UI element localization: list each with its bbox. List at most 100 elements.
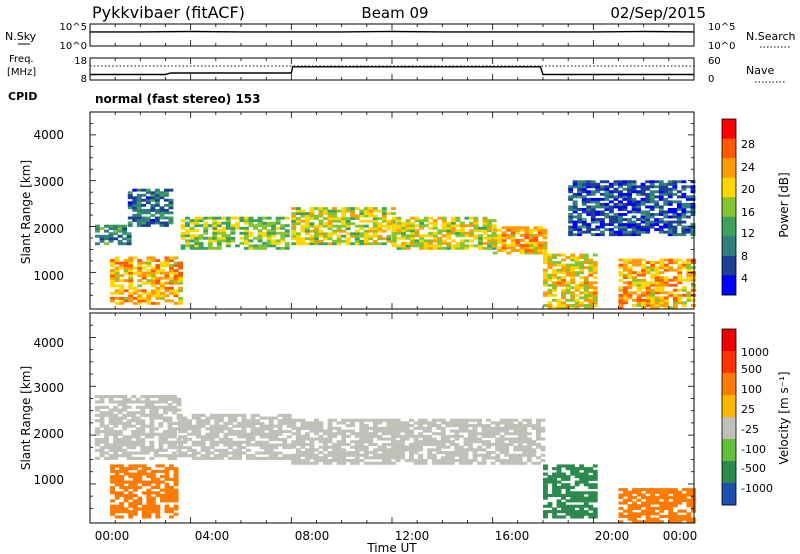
velocity-cell <box>277 424 283 428</box>
power-cell <box>622 218 628 221</box>
velocity-cell <box>504 442 510 446</box>
power-cell <box>654 200 660 204</box>
power-cell <box>640 190 646 194</box>
velocity-cell <box>381 418 387 422</box>
power-cell <box>154 216 160 220</box>
velocity-cell <box>579 510 585 514</box>
velocity-cell <box>386 424 392 428</box>
power-cell <box>497 249 503 252</box>
power-cell <box>574 288 580 292</box>
power-cell <box>640 225 646 229</box>
power-cell <box>570 278 576 282</box>
velocity-cell <box>99 411 105 415</box>
power-cell <box>542 228 548 232</box>
power-cell <box>271 221 277 225</box>
velocity-cell <box>413 437 419 441</box>
power-cell <box>608 195 614 199</box>
velocity-cell <box>128 515 134 519</box>
power-cell <box>524 243 530 247</box>
velocity-cell <box>141 512 147 516</box>
velocity-cell <box>282 430 288 434</box>
velocity-cell <box>108 446 114 450</box>
velocity-cell <box>686 504 692 508</box>
velocity-cell <box>583 496 589 500</box>
power-cell <box>561 271 566 275</box>
velocity-cell <box>95 405 100 409</box>
power-cell <box>137 301 143 305</box>
velocity-cell <box>273 456 279 460</box>
power-cell <box>464 231 470 235</box>
velocity-cell <box>117 432 123 436</box>
velocity-cell <box>108 411 114 415</box>
velocity-cell <box>468 434 473 438</box>
power-cell <box>552 306 557 310</box>
velocity-cell <box>164 504 170 508</box>
velocity-cell <box>108 419 114 423</box>
velocity-cell <box>636 490 642 494</box>
velocity-cell <box>286 443 292 447</box>
velocity-cell <box>645 509 651 513</box>
velocity-cell <box>155 480 161 484</box>
power-cell <box>478 239 483 243</box>
power-cell <box>510 243 516 247</box>
power-cell <box>146 271 152 275</box>
velocity-cell <box>377 434 383 438</box>
power-cell <box>323 237 328 241</box>
power-cell <box>423 234 429 238</box>
velocity-cell <box>163 405 168 409</box>
velocity-cell <box>381 448 387 452</box>
velocity-cell <box>113 448 119 452</box>
power-cell <box>419 234 425 238</box>
power-cell <box>150 294 156 298</box>
power-cell <box>150 206 156 210</box>
power-cell <box>363 207 369 210</box>
power-cell <box>359 232 365 236</box>
velocity-cell <box>153 408 159 412</box>
power-cell <box>501 236 507 240</box>
power-cell <box>432 236 438 240</box>
velocity-cell <box>114 477 120 481</box>
power-cell <box>632 258 637 262</box>
power-cell <box>291 234 297 238</box>
power-cell <box>608 233 614 237</box>
velocity-cell <box>158 435 164 439</box>
power-cell <box>137 271 143 275</box>
power-cell <box>300 209 306 213</box>
velocity-cell <box>636 498 642 502</box>
velocity-cell <box>163 438 168 442</box>
velocity-cell <box>565 510 571 514</box>
velocity-cell <box>209 438 215 442</box>
velocity-cell <box>522 426 528 430</box>
velocity-cell <box>268 430 274 434</box>
velocity-cell <box>200 446 206 450</box>
power-cell <box>122 227 128 231</box>
power-cell <box>543 304 548 307</box>
velocity-cell <box>108 454 114 458</box>
power-cell <box>604 228 610 231</box>
power-cell <box>381 217 387 220</box>
power-cell <box>128 296 134 300</box>
velocity-cell <box>454 424 460 428</box>
power-cell <box>613 220 619 224</box>
velocity-cell <box>314 448 319 452</box>
velocity-cell <box>132 488 138 492</box>
power-cell <box>595 202 601 206</box>
power-cell <box>690 223 696 226</box>
velocity-cell <box>144 400 150 404</box>
velocity-cell <box>250 419 256 423</box>
power-cell <box>627 283 633 287</box>
velocity-cell <box>214 435 220 439</box>
velocity-cell <box>583 483 589 487</box>
power-cell <box>667 202 673 206</box>
power-cell <box>668 283 674 287</box>
power-cell <box>119 266 125 270</box>
velocity-cell <box>99 440 105 444</box>
power-cell <box>654 205 660 209</box>
velocity-cell <box>574 491 580 495</box>
velocity-cell <box>556 464 562 468</box>
velocity-cell <box>579 480 585 484</box>
power-cell <box>391 212 396 215</box>
velocity-cell <box>686 493 692 497</box>
power-cell <box>497 233 503 237</box>
velocity-cell <box>454 459 460 463</box>
